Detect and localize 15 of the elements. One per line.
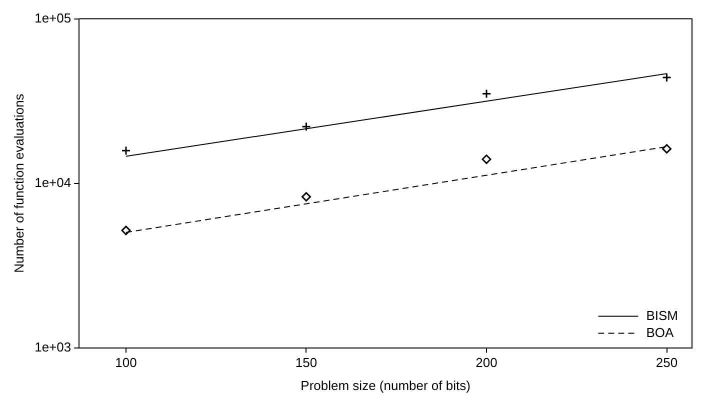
legend-label: BOA — [646, 324, 674, 340]
point — [121, 226, 131, 236]
y-tick-label: 1e+04 — [34, 174, 72, 190]
point — [482, 154, 492, 164]
x-tick-label: 150 — [295, 355, 318, 370]
point — [662, 144, 672, 154]
y-tick-label: 1e+03 — [34, 339, 72, 354]
point — [301, 192, 311, 202]
x-tick-label: 100 — [115, 355, 137, 370]
y-tick-label: 1e+05 — [34, 10, 72, 26]
x-tick-label: 200 — [476, 355, 498, 370]
legend-label: BISM — [646, 308, 678, 323]
x-tick-label: 250 — [656, 355, 678, 370]
x-axis-title: Problem size (number of bits) — [300, 378, 470, 393]
y-axis-title: Number of function evaluations — [11, 93, 26, 273]
